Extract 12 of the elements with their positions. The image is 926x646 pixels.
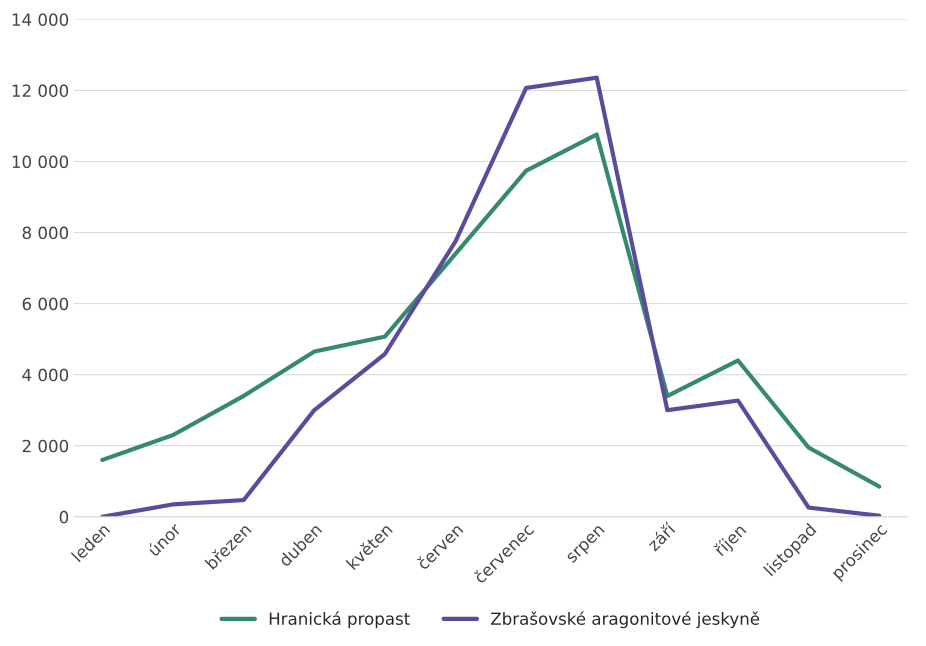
- line-series: [100, 76, 882, 517]
- y-tick-label: 12 000: [12, 84, 68, 98]
- y-tick-label: 4 000: [22, 368, 68, 382]
- legend-label: Zbrašovské aragonitové jeskyně: [491, 611, 760, 628]
- legend-label: Hranická propast: [270, 611, 410, 628]
- y-tick-label: 0: [60, 510, 68, 524]
- y-tick-label: 2 000: [22, 440, 68, 452]
- line-series: [100, 132, 882, 489]
- y-tick-label: 10 000: [12, 155, 68, 168]
- y-tick-label: 14 000: [12, 13, 68, 26]
- y-tick-label: 6 000: [22, 298, 68, 310]
- y-tick-label: 8 000: [22, 226, 68, 240]
